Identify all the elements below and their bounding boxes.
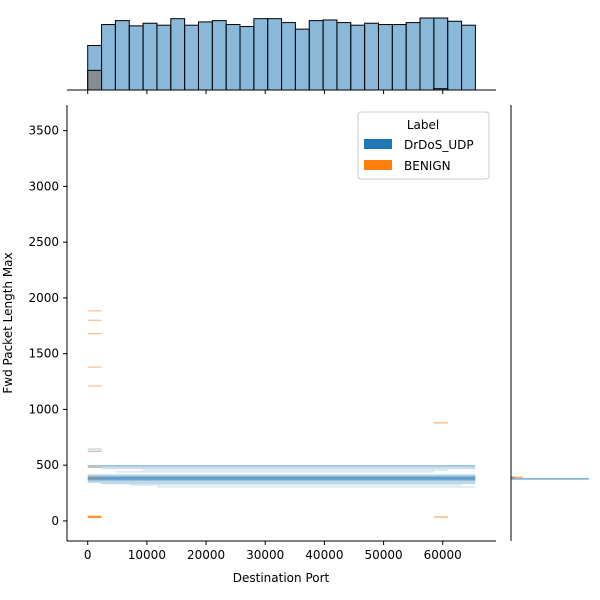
marginal-x-bar-drdos-udp: [294, 28, 310, 91]
marginal-x-bar-drdos-udp: [461, 24, 476, 91]
x-tick-label: 20000: [187, 548, 225, 562]
joint-bin-drdos-udp: [87, 466, 476, 468]
marginal-x-bar-drdos-udp: [405, 22, 421, 91]
marginal-x-bar-drdos-udp: [322, 19, 338, 91]
joint-bin-benign: [87, 319, 102, 321]
x-tick-label: 40000: [305, 548, 343, 562]
y-tick-label: 500: [36, 458, 59, 472]
y-tick-label: 1000: [28, 402, 59, 416]
y-tick-label: 2500: [28, 235, 59, 249]
joint-bin-drdos-udp: [87, 474, 476, 476]
marginal-x-bar-drdos-udp: [447, 20, 463, 91]
marginal-x-bar-drdos-udp: [156, 24, 172, 91]
marginal-y-bar-drdos-udp: [511, 478, 589, 480]
legend-swatch-drdos-udp: [364, 139, 392, 149]
joint-bin-benign: [87, 366, 102, 368]
joint-bin-drdos-udp: [87, 450, 102, 452]
joint-bin-drdos-udp: [87, 478, 476, 480]
marginal-x-bar-drdos-udp: [419, 17, 435, 91]
marginal-y-bar-benign: [511, 476, 523, 479]
joint-bin-drdos-udp: [101, 482, 476, 485]
x-axis-ticks: 0 10000 20000 30000 40000 50000 60000: [84, 541, 462, 562]
joint-bin-drdos-udp: [156, 486, 476, 488]
marginal-x-bar-drdos-udp: [377, 24, 393, 91]
marginal-x-bar-drdos-udp: [350, 24, 366, 91]
joint-bin-benign: [87, 516, 102, 519]
joint-bin-benign: [87, 333, 102, 335]
x-axis-title: Destination Port: [233, 571, 330, 585]
joint-bin-drdos-udp: [87, 475, 476, 477]
joint-bin-benign: [433, 422, 448, 424]
marginal-x-bar-drdos-udp: [170, 18, 186, 91]
joint-bin-benign: [433, 516, 448, 518]
y-axis-ticks: 0 500 1000 1500 2000 2500 3000 3500: [28, 124, 67, 528]
joint-bin-drdos-udp: [101, 467, 476, 470]
marginal-x-bar-drdos-udp: [101, 24, 116, 91]
legend-title: Label: [407, 118, 439, 132]
legend-label-benign: BENIGN: [404, 159, 451, 173]
marginal-x-bars: [87, 17, 476, 91]
joint-bin-drdos-udp: [87, 448, 102, 450]
legend: Label DrDoS_UDP BENIGN: [357, 111, 490, 180]
y-axis-title: Fwd Packet Length Max: [1, 252, 15, 393]
joint-bin-drdos-udp: [87, 476, 476, 479]
joint-bin-benign: [87, 310, 102, 312]
marginal-x-histogram: [67, 17, 496, 91]
marginal-x-bar-drdos-udp: [267, 18, 283, 91]
x-tick-label: 60000: [424, 548, 462, 562]
y-tick-label: 3500: [28, 124, 59, 138]
joint-bin-drdos-udp: [87, 479, 476, 481]
joint-bin-benign: [87, 450, 102, 452]
marginal-x-bar-drdos-udp: [281, 22, 296, 91]
joint-bin-drdos-udp: [143, 469, 448, 471]
marginal-x-bar-drdos-udp: [114, 20, 130, 91]
marginal-x-bar-drdos-udp: [225, 24, 241, 91]
marginal-x-ticks: [87, 90, 444, 94]
joint-plot-area: 0 10000 20000 30000 40000 50000 60000 0 500 1000…: [1, 90, 496, 585]
marginal-x-bar-drdos-udp: [308, 20, 324, 91]
joint-bin-benign: [87, 515, 102, 517]
joint-bin-drdos-udp: [87, 465, 476, 467]
joint-bin-drdos-udp: [87, 481, 476, 483]
y-tick-label: 0: [51, 514, 59, 528]
marginal-x-bar-drdos-udp: [364, 22, 379, 91]
marginal-x-bar-drdos-udp: [433, 17, 449, 91]
marginal-x-bar-drdos-udp: [253, 18, 269, 91]
legend-label-drdos-udp: DrDoS_UDP: [404, 138, 474, 152]
marginal-x-bar-drdos-udp: [128, 25, 144, 91]
marginal-x-bar-benign: [87, 69, 103, 91]
x-tick-label: 30000: [246, 548, 284, 562]
marginal-x-bar-drdos-udp: [239, 26, 255, 91]
marginal-x-bar-drdos-udp: [391, 24, 407, 91]
marginal-y-bars: [511, 476, 589, 480]
legend-swatch-benign: [364, 160, 392, 170]
joint-bin-benign: [87, 385, 102, 387]
marginal-x-bar-drdos-udp: [336, 22, 352, 91]
y-tick-label: 2000: [28, 291, 59, 305]
marginal-y-histogram: [510, 105, 589, 541]
x-tick-label: 10000: [128, 548, 166, 562]
joint-bin-benign: [87, 477, 102, 479]
joint-bin-drdos-udp: [115, 471, 434, 473]
joint-bin-benign: [87, 466, 102, 469]
y-tick-label: 3000: [28, 179, 59, 193]
x-tick-label: 50000: [364, 548, 402, 562]
x-tick-label: 0: [84, 548, 92, 562]
marginal-x-bar-drdos-udp: [184, 24, 199, 91]
joint-histogram-marks: [87, 310, 476, 519]
y-tick-label: 1500: [28, 347, 59, 361]
marginal-x-bar-drdos-udp: [211, 20, 227, 91]
marginal-x-bar-drdos-udp: [197, 21, 213, 91]
joint-bin-drdos-udp: [129, 484, 462, 486]
marginal-x-bar-drdos-udp: [142, 22, 158, 91]
